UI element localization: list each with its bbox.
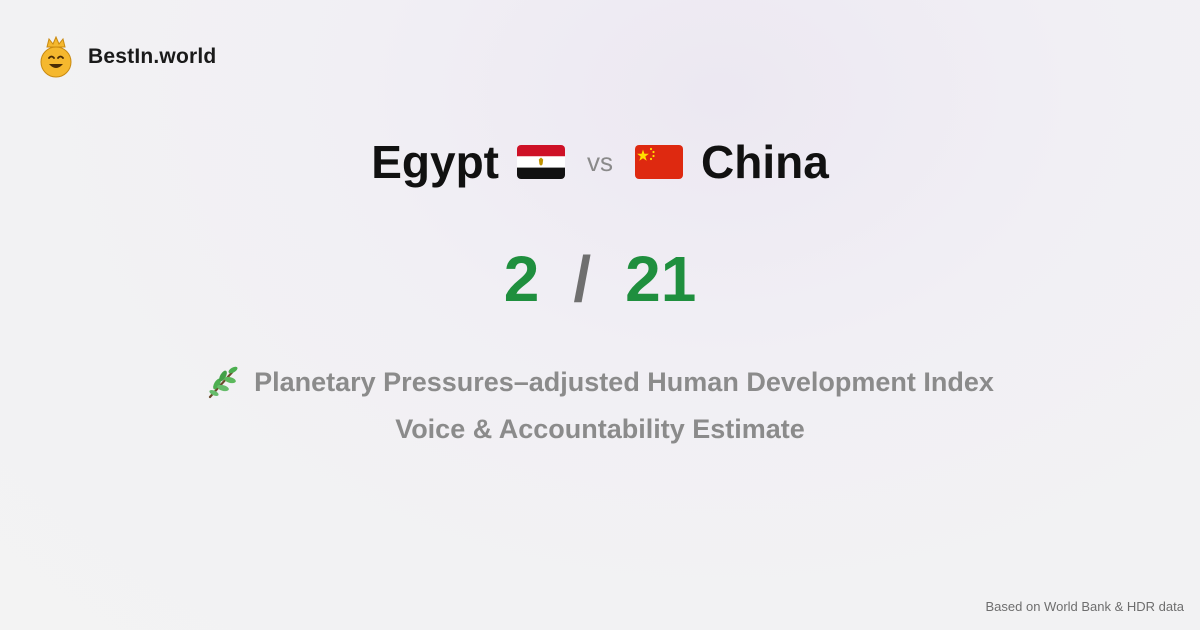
rank-comparison: 2 / 21 xyxy=(0,242,1200,316)
vs-label: vs xyxy=(587,146,613,177)
metric-primary: Planetary Pressures–adjusted Human Devel… xyxy=(0,364,1200,400)
china-flag-icon xyxy=(635,145,683,179)
herb-icon xyxy=(206,364,240,400)
country-b-rank: 21 xyxy=(625,243,697,315)
metric-secondary-label: Voice & Accountability Estimate xyxy=(395,414,805,444)
crowned-smiley-icon xyxy=(38,36,74,78)
country-matchup: Egypt vs China xyxy=(0,135,1200,189)
egypt-flag-icon xyxy=(517,145,565,179)
source-note: Based on World Bank & HDR data xyxy=(985,599,1184,614)
brand-header[interactable]: BestIn.world xyxy=(38,36,216,78)
brand-name: BestIn.world xyxy=(88,45,217,68)
country-a-rank: 2 xyxy=(503,243,540,315)
country-b-name: China xyxy=(701,136,829,188)
rank-separator: / xyxy=(573,243,592,315)
metric-primary-label: Planetary Pressures–adjusted Human Devel… xyxy=(254,366,994,397)
country-a-name: Egypt xyxy=(371,136,499,188)
